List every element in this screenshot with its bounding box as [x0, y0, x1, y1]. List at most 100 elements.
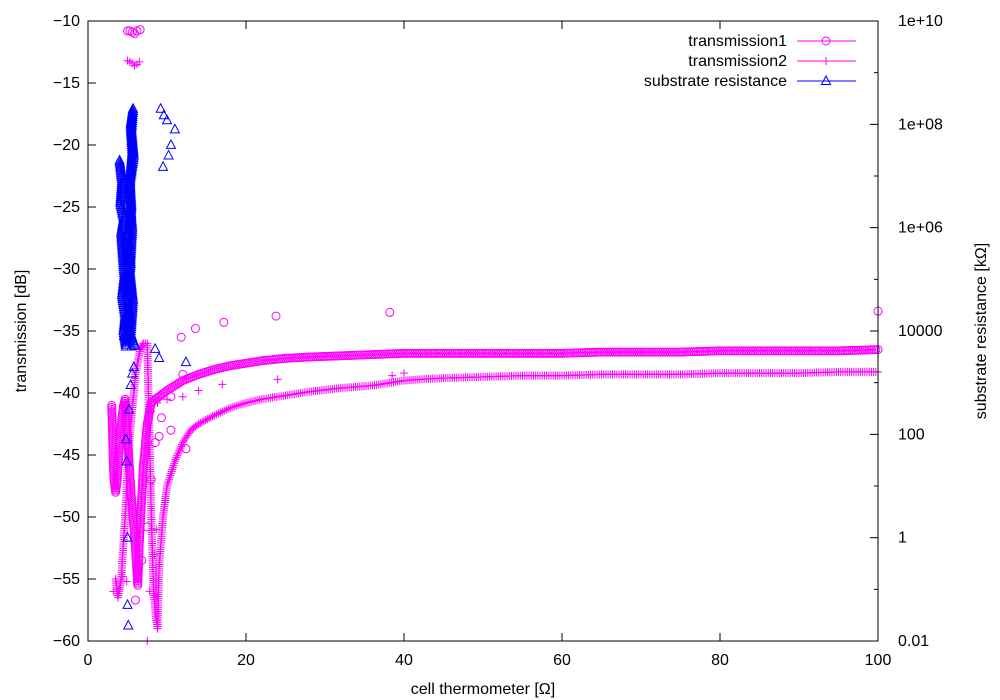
- data-point: [176, 332, 186, 342]
- data-point: [165, 138, 177, 149]
- data-point: [860, 345, 870, 355]
- data-point: [122, 531, 133, 542]
- data-point: [673, 347, 683, 357]
- y2-tick-label: 1e+08: [898, 116, 943, 133]
- data-point: [240, 399, 249, 408]
- data-point: [400, 369, 408, 378]
- data-point: [388, 371, 397, 380]
- data-point: [676, 347, 685, 357]
- data-point: [118, 572, 127, 581]
- data-point: [403, 348, 413, 358]
- data-point: [489, 348, 499, 358]
- data-point: [430, 348, 440, 358]
- data-point: [122, 619, 134, 630]
- legend-swatch-marker: [820, 74, 832, 85]
- data-point: [502, 348, 512, 358]
- data-point: [125, 202, 137, 213]
- data-point: [599, 347, 609, 357]
- data-point: [728, 346, 738, 356]
- data-point: [205, 414, 214, 423]
- data-point: [177, 442, 186, 451]
- data-point: [125, 200, 136, 211]
- data-point: [203, 415, 212, 424]
- data-point: [190, 324, 200, 334]
- data-point: [656, 347, 666, 357]
- data-point: [463, 348, 473, 358]
- data-point: [564, 348, 574, 358]
- data-point: [164, 475, 173, 484]
- data-point: [550, 348, 560, 358]
- y-tick-label: −50: [53, 509, 80, 526]
- data-point: [566, 348, 576, 358]
- data-point: [423, 348, 433, 358]
- data-point: [124, 189, 136, 200]
- y-tick-label: −60: [53, 633, 80, 650]
- data-point: [166, 471, 175, 480]
- data-point: [581, 348, 591, 358]
- data-point: [866, 345, 876, 355]
- data-point: [434, 348, 444, 358]
- data-point: [671, 347, 681, 357]
- data-point: [161, 114, 173, 125]
- data-point: [485, 348, 495, 358]
- legend-label-substrate-resistance: substrate resistance: [644, 73, 787, 90]
- data-point: [853, 345, 863, 355]
- data-point: [156, 413, 166, 423]
- data-point: [614, 347, 624, 357]
- data-point: [577, 348, 587, 358]
- y-tick-label: −10: [53, 13, 80, 30]
- data-point: [553, 348, 563, 358]
- data-point: [594, 347, 604, 357]
- y-tick-label: −20: [53, 137, 80, 154]
- y-tick-label: −40: [53, 385, 80, 402]
- data-point: [730, 346, 740, 356]
- data-point: [222, 405, 231, 414]
- legend: transmission1 transmission2 substrate re…: [644, 33, 856, 90]
- data-point: [126, 213, 137, 224]
- data-point: [757, 346, 767, 356]
- data-point: [219, 317, 229, 327]
- data-point: [507, 348, 517, 358]
- data-point: [561, 348, 571, 358]
- data-point: [412, 348, 422, 358]
- data-point: [823, 346, 833, 356]
- data-point: [210, 411, 219, 420]
- data-point: [114, 584, 123, 593]
- data-point: [122, 577, 131, 586]
- x-tick-label: 40: [395, 652, 413, 669]
- data-point: [522, 348, 532, 358]
- data-point: [168, 463, 177, 472]
- data-point: [194, 420, 203, 428]
- data-point: [627, 347, 637, 357]
- data-point: [124, 196, 136, 207]
- data-point: [750, 346, 760, 356]
- data-point: [504, 348, 514, 358]
- data-point: [150, 550, 159, 559]
- y2-tick-label: 10000: [898, 323, 943, 340]
- data-point: [515, 348, 525, 358]
- data-point: [537, 348, 547, 358]
- series-2: [114, 102, 192, 630]
- x-tick-label: 60: [553, 652, 571, 669]
- data-point: [752, 346, 762, 356]
- data-point: [183, 431, 192, 440]
- data-point: [726, 346, 736, 356]
- data-point: [518, 348, 527, 358]
- data-point: [178, 392, 187, 401]
- data-point: [801, 346, 811, 356]
- data-point: [419, 348, 429, 358]
- data-point: [214, 409, 223, 418]
- data-point: [662, 347, 672, 357]
- data-point: [178, 369, 188, 379]
- data-point: [579, 348, 589, 358]
- data-point: [123, 403, 135, 414]
- data-point: [557, 348, 567, 358]
- data-point: [858, 345, 868, 355]
- data-point: [542, 348, 552, 358]
- data-point: [436, 348, 446, 358]
- data-point: [155, 102, 167, 113]
- data-point: [428, 348, 438, 358]
- data-point: [546, 348, 556, 358]
- data-point: [125, 206, 137, 217]
- data-point: [480, 348, 490, 358]
